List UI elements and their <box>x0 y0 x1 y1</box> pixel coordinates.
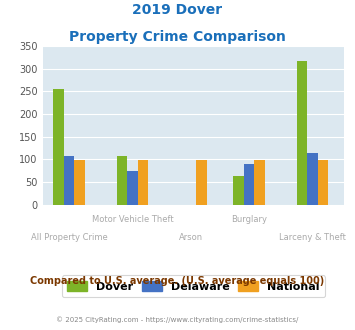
Bar <box>74 160 85 205</box>
Bar <box>297 61 307 205</box>
Bar <box>138 160 148 205</box>
Text: Property Crime Comparison: Property Crime Comparison <box>69 30 286 44</box>
Bar <box>307 153 318 205</box>
Text: Motor Vehicle Theft: Motor Vehicle Theft <box>92 214 173 223</box>
Bar <box>233 176 244 205</box>
Bar <box>127 171 138 205</box>
Bar <box>117 156 127 205</box>
Bar <box>254 160 265 205</box>
Bar <box>64 156 74 205</box>
Text: Larceny & Theft: Larceny & Theft <box>279 233 346 242</box>
Text: All Property Crime: All Property Crime <box>31 233 108 242</box>
Text: Burglary: Burglary <box>231 214 267 223</box>
Bar <box>196 160 207 205</box>
Text: Arson: Arson <box>179 233 203 242</box>
Bar <box>318 160 328 205</box>
Bar <box>244 164 254 205</box>
Text: 2019 Dover: 2019 Dover <box>132 3 223 17</box>
Bar <box>53 89 64 205</box>
Text: © 2025 CityRating.com - https://www.cityrating.com/crime-statistics/: © 2025 CityRating.com - https://www.city… <box>56 317 299 323</box>
Text: Compared to U.S. average. (U.S. average equals 100): Compared to U.S. average. (U.S. average … <box>31 276 324 285</box>
Legend: Dover, Delaware, National: Dover, Delaware, National <box>61 275 326 297</box>
